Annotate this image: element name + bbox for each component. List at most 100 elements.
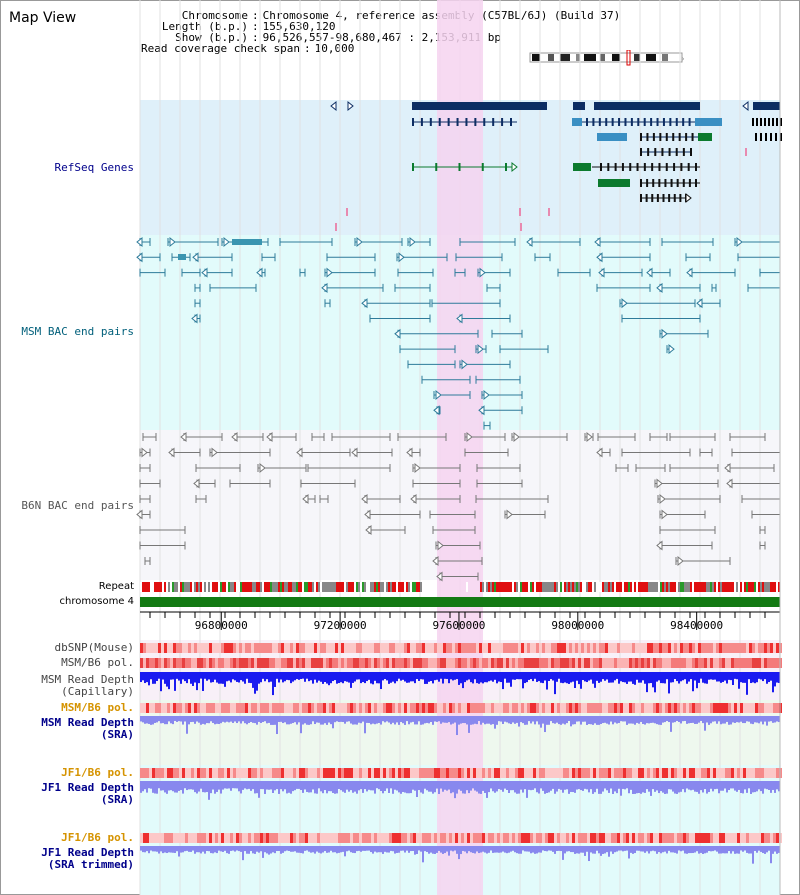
msm-depth-capillary-bar <box>524 672 526 684</box>
msm-b6-pol-cell <box>752 658 755 668</box>
jf1-b6-pol-cell <box>236 833 239 843</box>
jf1-depth-sra-bar <box>364 781 366 790</box>
jf1-b6-pol-cell <box>383 833 386 843</box>
jf1-depth-sra-bar <box>140 781 142 793</box>
msm-depth-capillary-bar <box>426 672 428 684</box>
jf1-depth-trim-bar <box>620 846 622 851</box>
repeat-element <box>406 582 408 592</box>
msm-b6-pol-cell <box>299 703 302 713</box>
jf1-depth-trim-bar <box>438 846 440 851</box>
msm-b6-pol-cell <box>677 658 680 668</box>
chromosome-ideogram[interactable]: › <box>528 50 688 66</box>
msm-b6-pol-cell <box>347 658 350 668</box>
msm-depth-sra-bar <box>614 716 616 723</box>
jf1-depth-sra-bar <box>748 781 750 789</box>
repeat-element <box>502 582 504 592</box>
jf1-b6-pol-cell <box>395 833 398 843</box>
dbsnp-cell <box>479 643 482 653</box>
dbsnp-cell <box>731 643 734 653</box>
jf1-depth-trim-bar <box>390 846 392 851</box>
msm-b6-pol-cell <box>260 658 263 668</box>
jf1-depth-sra-bar <box>400 781 402 794</box>
jf1-depth-trim-bar <box>562 846 564 860</box>
jf1-depth-trim-bar <box>418 846 420 851</box>
jf1-depth-trim-bar <box>466 846 468 854</box>
jf1-depth-sra-bar <box>486 781 488 798</box>
jf1-depth-trim-bar <box>564 846 566 854</box>
msm-depth-sra-bar <box>348 716 350 722</box>
msm-depth-sra-bar <box>362 716 364 722</box>
msm-depth-sra-bar <box>166 716 168 725</box>
msm-depth-sra-bar <box>238 716 240 722</box>
jf1-b6-pol-cell <box>143 768 146 778</box>
repeat-element <box>414 582 416 592</box>
msm-depth-capillary-bar <box>458 672 460 685</box>
jf1-depth-trim-bar <box>534 846 536 854</box>
jf1-b6-pol-cell <box>437 768 440 778</box>
jf1-depth-trim-bar <box>568 846 570 852</box>
jf1-depth-sra-bar <box>212 781 214 790</box>
msm-depth-capillary-bar <box>292 672 294 682</box>
jf1-b6-pol-cell <box>317 768 320 778</box>
msm-depth-sra-bar <box>660 716 662 725</box>
jf1-b6-pol-cell <box>617 768 620 778</box>
bac-end-arrow <box>435 389 442 401</box>
dbsnp-cell <box>293 643 296 653</box>
msm-depth-capillary-bar <box>474 672 476 680</box>
bac-end-arrow <box>656 282 663 293</box>
exon <box>679 194 682 202</box>
repeat-element <box>676 582 678 592</box>
jf1-b6-pol-cell <box>338 833 341 843</box>
msm-b6-pol-cell <box>473 703 476 713</box>
msm-depth-sra-bar <box>748 716 750 722</box>
jf1-b6-pol-cell <box>299 768 302 778</box>
msm-b6-pol-cell <box>632 658 635 668</box>
msm-depth-capillary-bar <box>518 672 520 680</box>
repeat-element <box>172 582 174 592</box>
refseq-mark <box>548 208 550 216</box>
dbsnp-cell <box>164 643 167 653</box>
msm-depth-sra-bar <box>394 716 396 725</box>
repeat-element <box>196 582 198 592</box>
msm-depth-sra-bar <box>164 716 166 725</box>
msm-depth-sra-bar <box>430 716 432 723</box>
jf1-depth-sra-bar <box>492 781 494 792</box>
jf1-depth-sra-bar <box>592 781 594 794</box>
msm-depth-sra-bar <box>726 716 728 722</box>
jf1-b6-pol-cell <box>410 768 413 778</box>
msm-b6-pol-cell <box>338 703 341 713</box>
jf1-depth-sra-bar <box>752 781 754 793</box>
jf1-depth-sra-bar <box>608 781 610 793</box>
jf1-b6-pol-cell <box>566 833 569 843</box>
repeat-element <box>732 582 734 592</box>
jf1-depth-trim-bar <box>734 846 736 854</box>
repeat-element <box>210 582 212 592</box>
repeat-element <box>396 582 398 592</box>
jf1-b6-pol-cell <box>533 768 536 778</box>
jf1-depth-sra-bar <box>304 781 306 790</box>
msm-b6-pol-cell <box>218 703 221 713</box>
msm-b6-pol-cell <box>491 658 494 668</box>
jf1-depth-trim-bar <box>140 846 142 851</box>
msm-depth-capillary-bar <box>664 672 666 684</box>
msm-depth-capillary-bar <box>728 672 730 680</box>
repeat-element <box>728 582 730 592</box>
repeat-element <box>614 582 616 592</box>
dbsnp-cell <box>476 643 479 653</box>
msm-b6-pol-cell <box>332 658 335 668</box>
jf1-b6-pol-cell <box>227 768 230 778</box>
jf1-depth-trim-bar <box>356 846 358 852</box>
msm-b6-pol-cell <box>344 658 347 668</box>
jf1-depth-sra-bar <box>162 781 164 791</box>
msm-depth-sra-bar <box>606 716 608 724</box>
jf1-depth-trim-bar <box>596 846 598 851</box>
dbsnp-cell <box>323 643 326 653</box>
msm-depth-sra-bar <box>638 716 640 724</box>
msm-b6-pol-cell <box>326 703 329 713</box>
repeat-element <box>534 582 536 592</box>
msm-depth-capillary-bar <box>298 672 300 680</box>
jf1-depth-trim-bar <box>142 846 144 853</box>
jf1-depth-trim-bar <box>400 846 402 851</box>
